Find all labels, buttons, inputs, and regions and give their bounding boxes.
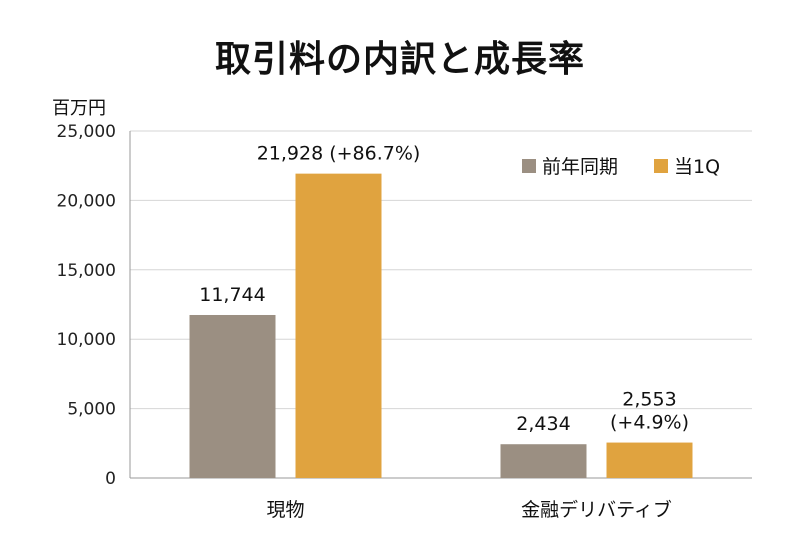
bar xyxy=(295,173,382,479)
chart-title: 取引料の内訳と成長率 xyxy=(214,39,585,80)
bar xyxy=(606,442,693,478)
bar-data-label-line: 21,928 (+86.7%) xyxy=(257,143,421,165)
legend-swatch xyxy=(522,159,536,173)
x-category-label: 金融デリバティブ xyxy=(521,498,672,521)
bar-data-label-line: 2,553 xyxy=(622,389,676,411)
legend-label: 当1Q xyxy=(674,156,720,178)
bar-data-label: 2,553 (+4.9%) xyxy=(610,389,689,434)
bar-data-label-line: (+4.9%) xyxy=(610,412,689,434)
x-category-label: 現物 xyxy=(266,499,304,521)
y-tick-label: 20,000 xyxy=(57,191,116,211)
bar-data-label: 21,928 (+86.7%) xyxy=(257,143,421,165)
bar xyxy=(189,314,276,478)
bar-data-label-line: 11,744 xyxy=(199,284,265,306)
y-tick-label: 0 xyxy=(105,469,116,489)
y-tick-label: 25,000 xyxy=(57,122,116,142)
legend-swatch xyxy=(654,159,668,173)
y-axis-unit-label: 百万円 xyxy=(52,98,106,119)
y-tick-label: 10,000 xyxy=(57,330,116,350)
bar-data-label: 11,744 xyxy=(199,284,265,306)
y-tick-label: 5,000 xyxy=(67,400,116,420)
bar-data-label: 2,434 xyxy=(516,413,570,435)
legend-label: 前年同期 xyxy=(542,156,618,178)
bar xyxy=(500,444,587,478)
y-tick-label: 15,000 xyxy=(57,261,116,281)
bar-data-label-line: 2,434 xyxy=(516,413,570,435)
